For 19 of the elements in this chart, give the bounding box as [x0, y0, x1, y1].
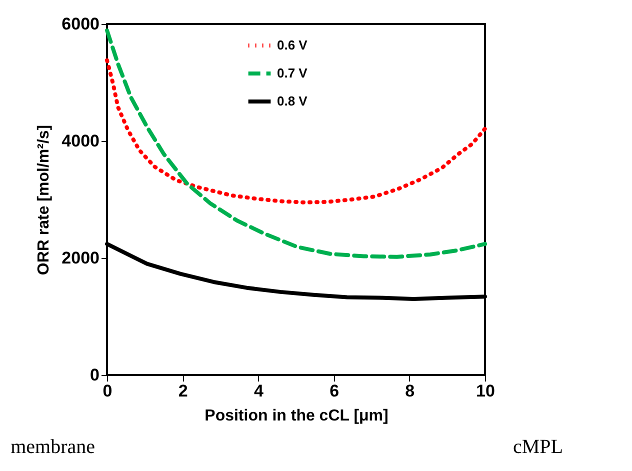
legend-label: 0.7 V — [277, 66, 308, 80]
line-series — [105, 58, 487, 204]
x-tick-label: 6 — [330, 382, 340, 400]
y-tick-label: 6000 — [62, 14, 100, 34]
x-tick-label: 0 — [102, 382, 112, 400]
y-tick-label: 0 — [90, 366, 100, 384]
text: membrane — [10, 436, 96, 458]
x-axis-title: Position in the cCL [μm] — [204, 408, 388, 424]
y-axis-title: ORR rate [mol/m²/s] — [36, 124, 53, 276]
x-tick-label: 8 — [405, 382, 415, 400]
legend-label: 0.6 V — [277, 38, 308, 52]
y-tick-label: 4000 — [62, 132, 100, 150]
x-tick-label: 10 — [476, 382, 495, 400]
y-tick-label: 2000 — [62, 248, 100, 268]
legend-label: 0.8 V — [277, 94, 308, 108]
x-tick-label: 2 — [178, 382, 188, 400]
text: cMPL — [513, 436, 563, 458]
x-tick-label: 4 — [254, 382, 264, 400]
line-series — [105, 28, 487, 259]
